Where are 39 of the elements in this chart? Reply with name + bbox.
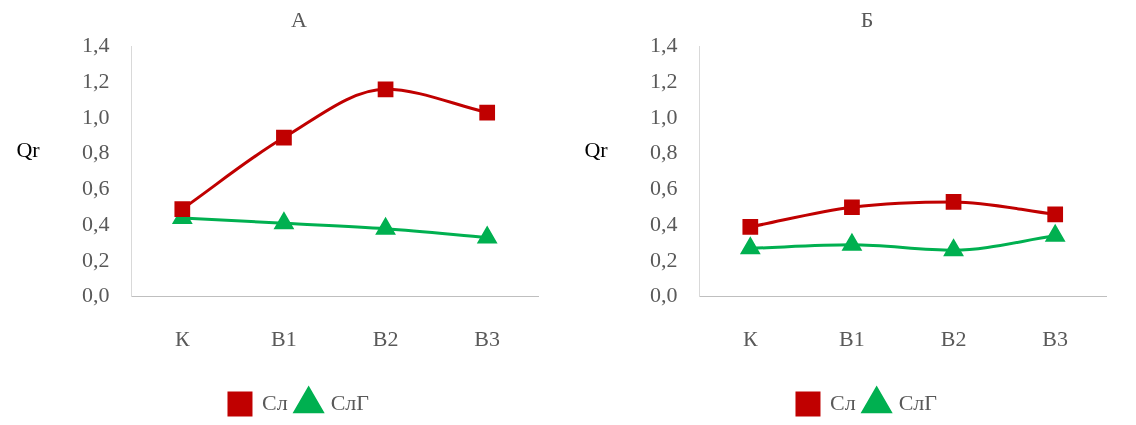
x-tick-label: В2 xyxy=(372,325,399,351)
point xyxy=(174,201,191,217)
y-tick-label: 1,0 xyxy=(82,103,110,129)
y-tick-label: 0,4 xyxy=(82,210,110,236)
y-tick-label: 0,6 xyxy=(82,175,110,201)
y-tick-label: 1,4 xyxy=(82,32,110,58)
y-axis-title: Qr xyxy=(16,137,41,163)
x-tick-label: К xyxy=(742,325,758,351)
y-tick-label: 0,0 xyxy=(650,282,678,308)
y-tick-label: 0,2 xyxy=(82,246,110,272)
x-tick-label: В3 xyxy=(1042,325,1069,351)
point xyxy=(274,212,294,230)
y-tick-label: 1,0 xyxy=(650,103,678,129)
legend-label: СлГ xyxy=(330,389,370,415)
point xyxy=(479,104,496,121)
x-tick-label: В3 xyxy=(474,325,501,351)
point xyxy=(377,81,394,98)
y-tick-label: 1,2 xyxy=(650,67,678,93)
y-tick-label: 0,6 xyxy=(650,175,678,201)
point xyxy=(276,129,292,146)
y-tick-label: 0,2 xyxy=(650,246,678,272)
x-tick-label: К xyxy=(174,325,190,351)
legend-label: Сл xyxy=(829,389,856,415)
x-tick-label: В2 xyxy=(940,325,967,351)
legend-label: Сл xyxy=(261,389,288,415)
y-tick-label: 1,4 xyxy=(650,32,678,58)
x-tick-label: В1 xyxy=(271,325,297,351)
chart-title: Б xyxy=(860,6,874,32)
legend-label: СлГ xyxy=(898,389,938,415)
y-axis-title: Qr xyxy=(584,137,609,163)
y-tick-label: 0,4 xyxy=(650,210,678,236)
y-tick-label: 0,8 xyxy=(650,139,678,165)
chart-title: А xyxy=(291,6,308,32)
x-tick-label: В1 xyxy=(839,325,865,351)
y-tick-label: 0,0 xyxy=(82,282,110,308)
y-tick-label: 1,2 xyxy=(82,67,110,93)
point xyxy=(477,227,497,244)
point xyxy=(376,218,395,235)
y-tick-label: 0,8 xyxy=(82,139,110,165)
